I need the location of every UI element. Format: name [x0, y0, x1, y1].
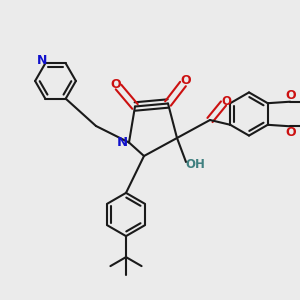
Text: O: O: [286, 88, 296, 102]
Text: O: O: [286, 126, 296, 140]
Text: O: O: [111, 77, 122, 91]
Text: O: O: [180, 74, 191, 88]
Text: OH: OH: [185, 158, 205, 172]
Text: O: O: [221, 94, 231, 108]
Text: N: N: [37, 54, 47, 67]
Text: N: N: [117, 136, 128, 149]
